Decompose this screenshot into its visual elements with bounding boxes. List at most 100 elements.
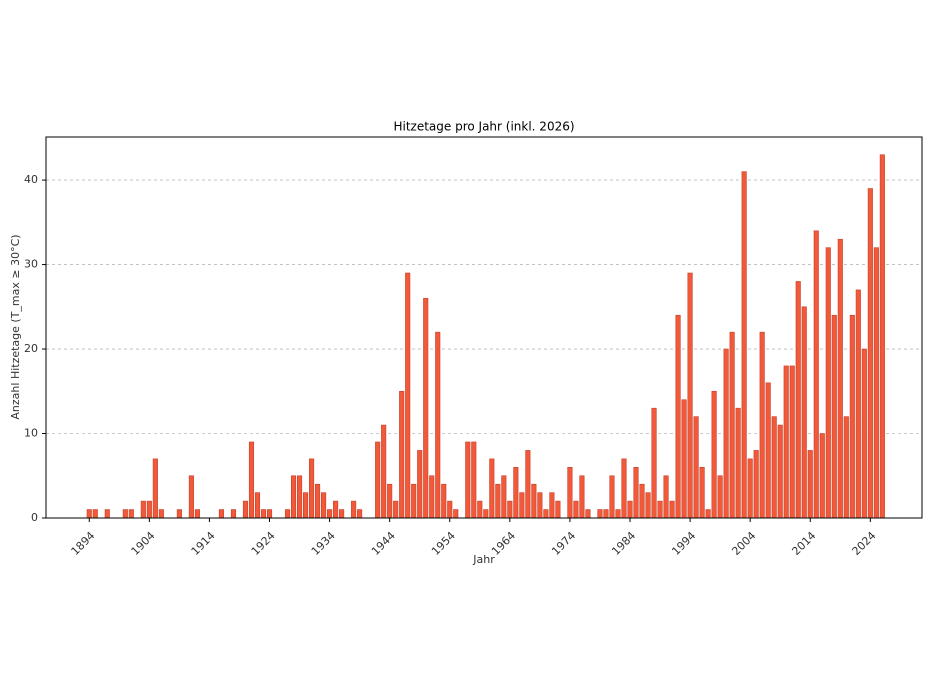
- bar: [807, 450, 813, 519]
- y-tick-label: 10: [24, 427, 38, 440]
- bar: [495, 483, 501, 519]
- bar: [152, 458, 158, 519]
- bar: [411, 483, 417, 519]
- bar: [507, 500, 513, 519]
- bar: [513, 467, 519, 519]
- bar: [675, 314, 681, 519]
- bar: [777, 424, 783, 519]
- bar: [309, 458, 315, 519]
- bar: [158, 509, 164, 519]
- bar: [783, 365, 789, 519]
- bar: [603, 509, 609, 519]
- bar: [315, 483, 321, 519]
- bar: [393, 500, 399, 519]
- bar: [615, 509, 621, 519]
- bar: [435, 331, 441, 519]
- x-axis-label: Jahr: [472, 553, 495, 566]
- bar: [669, 500, 675, 519]
- bar: [771, 416, 777, 519]
- bar: [188, 475, 194, 519]
- bar: [633, 467, 639, 519]
- bar: [489, 458, 495, 519]
- bar: [609, 475, 615, 519]
- bar: [735, 407, 741, 519]
- bar: [104, 509, 110, 519]
- bar: [753, 450, 759, 519]
- bar: [387, 483, 393, 519]
- bar: [837, 238, 843, 519]
- bar: [555, 500, 561, 519]
- bar: [465, 441, 471, 519]
- bar: [819, 433, 825, 519]
- bar: [579, 475, 585, 519]
- bar: [417, 450, 423, 519]
- bar: [627, 500, 633, 519]
- bar: [230, 509, 237, 519]
- bar: [861, 348, 867, 519]
- bar: [681, 399, 687, 519]
- bar: [747, 458, 753, 519]
- bar: [447, 500, 453, 519]
- bar: [501, 475, 507, 519]
- bar: [194, 509, 200, 519]
- bar: [327, 509, 333, 519]
- bar: [525, 450, 531, 519]
- bar: [759, 331, 765, 519]
- bar: [351, 500, 357, 519]
- bar: [381, 424, 387, 519]
- bar: [573, 500, 579, 519]
- bar: [405, 272, 411, 519]
- bar: [801, 306, 807, 519]
- bar: [657, 500, 663, 519]
- bar: [86, 509, 92, 519]
- bar: [729, 331, 735, 519]
- bar: [266, 509, 273, 519]
- bar: [333, 500, 339, 519]
- bar: [296, 475, 303, 519]
- bar: [597, 509, 603, 519]
- bar: [176, 509, 182, 519]
- bar: [843, 416, 849, 519]
- bar: [423, 298, 429, 519]
- bar: [693, 416, 699, 519]
- y-tick-label: 40: [24, 173, 38, 186]
- bar: [867, 188, 873, 519]
- bar: [663, 475, 669, 519]
- bar: [879, 154, 885, 519]
- bar: [339, 509, 345, 519]
- bar: [621, 458, 627, 519]
- bar: [717, 475, 723, 519]
- bar: [795, 281, 801, 519]
- bar: [825, 247, 831, 519]
- bar: [831, 314, 837, 519]
- bar: [453, 509, 459, 519]
- bar: [254, 492, 261, 519]
- bar: [585, 509, 591, 519]
- bar: [531, 483, 537, 519]
- bar: [321, 492, 327, 519]
- bar: [813, 230, 819, 519]
- bar: [699, 467, 705, 519]
- bar: [128, 509, 134, 519]
- bar: [146, 500, 152, 519]
- bar: [519, 492, 525, 519]
- bar: [441, 483, 447, 519]
- bar: [218, 509, 224, 519]
- bar: [849, 314, 855, 519]
- bar: [687, 272, 693, 519]
- bar: [242, 500, 249, 519]
- bar: [399, 390, 405, 519]
- bar: [549, 492, 555, 519]
- bar: [471, 441, 477, 519]
- y-axis-label: Anzahl Hitzetage (T_max ≥ 30°C): [9, 234, 22, 419]
- bar: [567, 467, 573, 519]
- bar: [248, 441, 255, 519]
- y-tick-label: 0: [31, 511, 38, 524]
- bar: [645, 492, 651, 519]
- bar: [651, 407, 657, 519]
- bar: [705, 509, 711, 519]
- bar: [92, 509, 98, 519]
- bar: [543, 509, 549, 519]
